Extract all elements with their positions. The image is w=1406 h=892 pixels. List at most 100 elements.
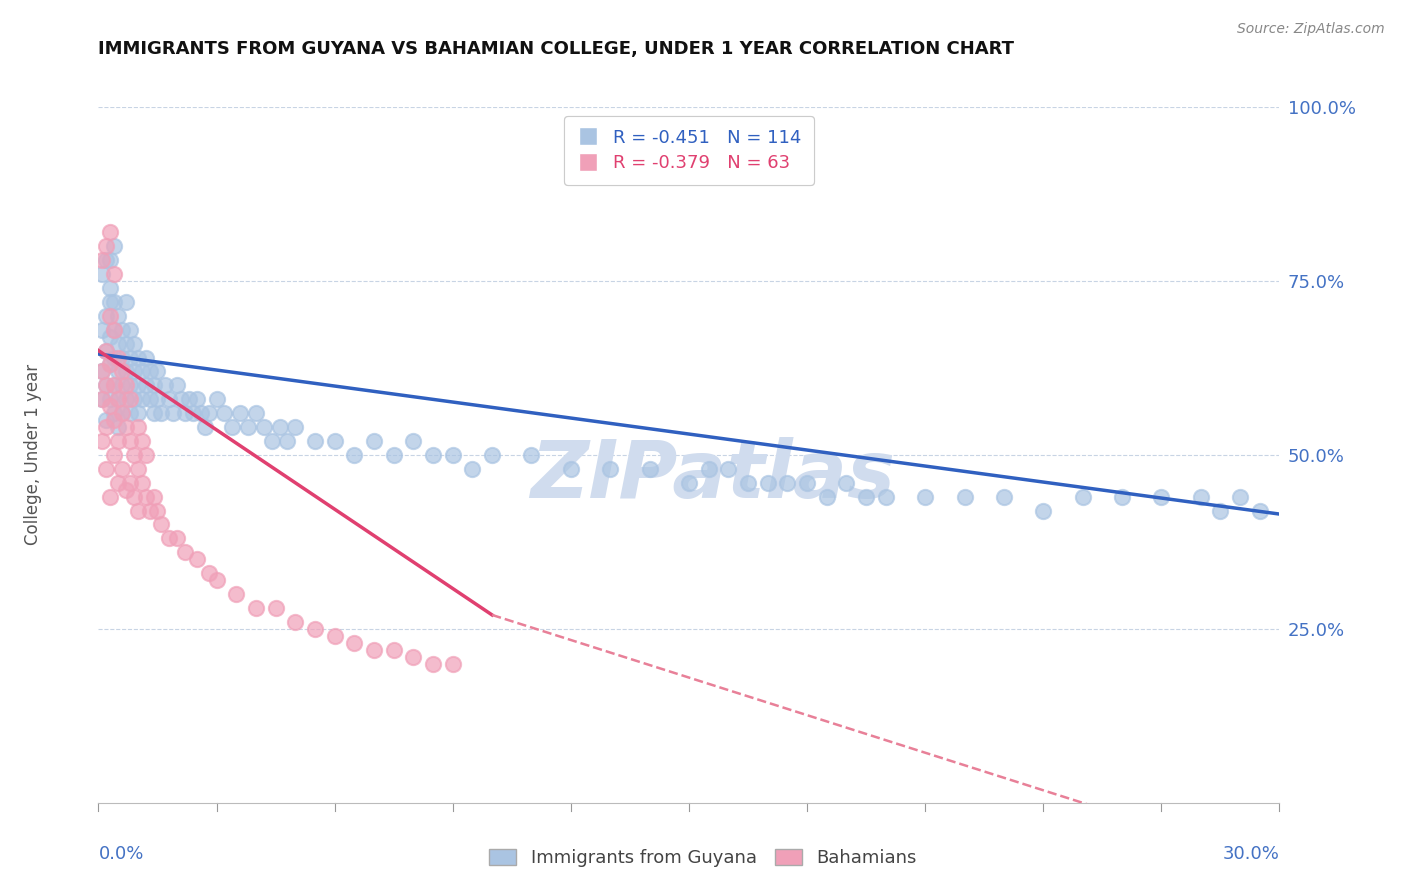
Point bbox=[1209, 503, 1232, 517]
Point bbox=[382, 448, 405, 462]
Point bbox=[98, 253, 121, 268]
Point bbox=[96, 239, 118, 253]
Point bbox=[107, 434, 129, 448]
Point bbox=[118, 351, 141, 365]
Point bbox=[284, 615, 307, 629]
Point bbox=[111, 378, 134, 392]
Point bbox=[177, 392, 200, 407]
Point bbox=[107, 420, 129, 434]
Point bbox=[1071, 490, 1094, 504]
Point bbox=[91, 364, 114, 378]
Point bbox=[98, 358, 121, 372]
Point bbox=[115, 392, 138, 407]
Point bbox=[118, 323, 141, 337]
Point bbox=[135, 448, 157, 462]
Point bbox=[111, 364, 134, 378]
Point bbox=[174, 545, 197, 559]
Point bbox=[284, 420, 307, 434]
Point bbox=[197, 566, 219, 581]
Point bbox=[111, 323, 134, 337]
Point bbox=[98, 329, 121, 343]
Point bbox=[115, 294, 138, 309]
Point bbox=[103, 351, 125, 365]
Point bbox=[205, 392, 228, 407]
Point bbox=[111, 351, 134, 365]
Point bbox=[91, 323, 114, 337]
Point bbox=[181, 406, 204, 420]
Text: Source: ZipAtlas.com: Source: ZipAtlas.com bbox=[1237, 22, 1385, 37]
Point bbox=[441, 657, 464, 671]
Point bbox=[1229, 490, 1251, 504]
Point bbox=[157, 392, 180, 407]
Point bbox=[96, 253, 118, 268]
Point bbox=[96, 378, 118, 392]
Point bbox=[91, 392, 114, 407]
Point bbox=[260, 434, 283, 448]
Point bbox=[103, 323, 125, 337]
Point bbox=[599, 462, 621, 476]
Point bbox=[815, 490, 838, 504]
Point bbox=[122, 392, 145, 407]
Point bbox=[118, 392, 141, 407]
Point bbox=[118, 434, 141, 448]
Point bbox=[111, 406, 134, 420]
Point bbox=[96, 343, 118, 358]
Text: College, Under 1 year: College, Under 1 year bbox=[24, 364, 42, 546]
Point bbox=[1249, 503, 1271, 517]
Point bbox=[103, 406, 125, 420]
Point bbox=[155, 378, 177, 392]
Point bbox=[363, 434, 385, 448]
Point bbox=[91, 392, 114, 407]
Point bbox=[142, 378, 165, 392]
Point bbox=[170, 392, 193, 407]
Point bbox=[190, 406, 212, 420]
Point bbox=[993, 490, 1015, 504]
Point bbox=[138, 503, 160, 517]
Point bbox=[122, 490, 145, 504]
Point bbox=[245, 601, 267, 615]
Point bbox=[98, 490, 121, 504]
Point bbox=[122, 364, 145, 378]
Point bbox=[142, 490, 165, 504]
Point bbox=[142, 406, 165, 420]
Point bbox=[127, 503, 149, 517]
Point bbox=[264, 601, 287, 615]
Point bbox=[138, 364, 160, 378]
Point bbox=[127, 462, 149, 476]
Point bbox=[96, 413, 118, 427]
Point bbox=[402, 649, 425, 664]
Point bbox=[245, 406, 267, 420]
Point bbox=[914, 490, 936, 504]
Point bbox=[122, 448, 145, 462]
Point bbox=[756, 475, 779, 490]
Point bbox=[98, 225, 121, 239]
Point bbox=[103, 413, 125, 427]
Legend: R = -0.451   N = 114, R = -0.379   N = 63: R = -0.451 N = 114, R = -0.379 N = 63 bbox=[564, 116, 814, 185]
Point bbox=[98, 392, 121, 407]
Point bbox=[697, 462, 720, 476]
Point bbox=[115, 378, 138, 392]
Point bbox=[103, 294, 125, 309]
Text: IMMIGRANTS FROM GUYANA VS BAHAMIAN COLLEGE, UNDER 1 YEAR CORRELATION CHART: IMMIGRANTS FROM GUYANA VS BAHAMIAN COLLE… bbox=[98, 40, 1014, 58]
Point bbox=[131, 392, 153, 407]
Point bbox=[115, 336, 138, 351]
Point bbox=[150, 517, 173, 532]
Point bbox=[103, 448, 125, 462]
Point bbox=[135, 378, 157, 392]
Point bbox=[118, 406, 141, 420]
Point bbox=[91, 267, 114, 281]
Point bbox=[363, 642, 385, 657]
Point bbox=[560, 462, 582, 476]
Point bbox=[269, 420, 291, 434]
Point bbox=[103, 378, 125, 392]
Point bbox=[382, 642, 405, 657]
Point bbox=[197, 406, 219, 420]
Point bbox=[103, 267, 125, 281]
Point bbox=[194, 420, 217, 434]
Point bbox=[107, 392, 129, 407]
Point bbox=[96, 309, 118, 323]
Point bbox=[127, 351, 149, 365]
Point bbox=[115, 483, 138, 497]
Point bbox=[276, 434, 298, 448]
Point bbox=[150, 406, 173, 420]
